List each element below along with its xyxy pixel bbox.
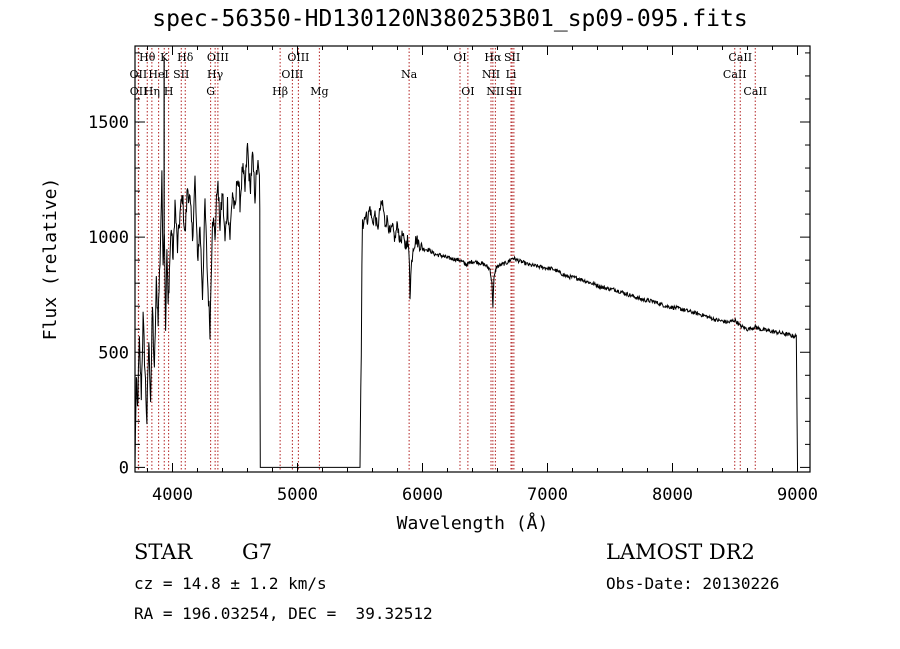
- plot-frame: [134, 45, 811, 473]
- line-marker-label: K: [160, 51, 169, 64]
- line-marker-label: Hβ: [272, 85, 288, 98]
- survey-name: LAMOST DR2: [606, 540, 755, 564]
- line-marker-label: OI: [461, 85, 474, 98]
- line-marker-label: OII: [130, 68, 148, 81]
- line-marker-label: SII: [173, 68, 189, 81]
- x-tick-label: 7000: [527, 485, 568, 505]
- object-subclass: G7: [242, 540, 273, 564]
- line-marker-label: Mg: [310, 85, 328, 98]
- y-axis-label: Flux (relative): [40, 178, 61, 341]
- line-marker-label: SII: [506, 85, 522, 98]
- line-markers: [137, 48, 756, 471]
- x-axis-label: Wavelength (Å): [397, 512, 549, 534]
- line-marker-label: Hδ: [177, 51, 194, 64]
- y-tick-label: 1000: [88, 228, 129, 248]
- line-marker-label: OII: [130, 85, 148, 98]
- line-marker-label: OIII: [287, 51, 309, 64]
- line-marker-label: Hα: [484, 51, 502, 64]
- line-marker-label: OI: [453, 51, 466, 64]
- line-marker-label: G: [206, 85, 215, 98]
- line-marker-label: Hγ: [207, 68, 224, 81]
- line-marker-label: OIII: [281, 68, 303, 81]
- coordinates: RA = 196.03254, DEC = 39.32512: [134, 604, 433, 623]
- x-tick-label: 9000: [777, 485, 818, 505]
- line-marker-label: HeI: [148, 68, 168, 81]
- line-marker-label: Hθ: [139, 51, 156, 64]
- x-tick-label: 6000: [402, 485, 443, 505]
- line-marker-label: CaII: [728, 51, 752, 64]
- chart-title: spec-56350-HD130120N380253B01_sp09-095.f…: [152, 6, 748, 32]
- y-tick-label: 500: [98, 343, 129, 363]
- axis-ticks: [135, 46, 810, 472]
- observation-date: Obs-Date: 20130226: [606, 574, 780, 593]
- line-marker-label: SII: [504, 51, 520, 64]
- line-marker-label: NII: [482, 68, 500, 81]
- x-tick-label: 4000: [152, 485, 193, 505]
- y-tick-label: 0: [119, 458, 129, 478]
- redshift-value: cz = 14.8 ± 1.2 km/s: [134, 574, 327, 593]
- object-class: STAR: [134, 540, 193, 564]
- x-tick-label: 8000: [652, 485, 693, 505]
- line-marker-label: NII: [486, 85, 504, 98]
- axis-tick-labels: 4000 5000 6000 7000 8000 9000 0 500 1000 1500: [88, 113, 818, 505]
- line-marker-label: CaII: [723, 68, 747, 81]
- line-marker-label: OIII: [207, 51, 229, 64]
- line-marker-label: CaII: [743, 85, 767, 98]
- line-marker-label: H: [164, 85, 174, 98]
- line-marker-label: Li: [506, 68, 517, 81]
- spectrum-line: [134, 142, 798, 468]
- line-marker-label: Na: [401, 68, 418, 81]
- x-tick-label: 5000: [277, 485, 318, 505]
- y-tick-label: 1500: [88, 113, 129, 133]
- line-marker-label: Hη: [144, 85, 160, 98]
